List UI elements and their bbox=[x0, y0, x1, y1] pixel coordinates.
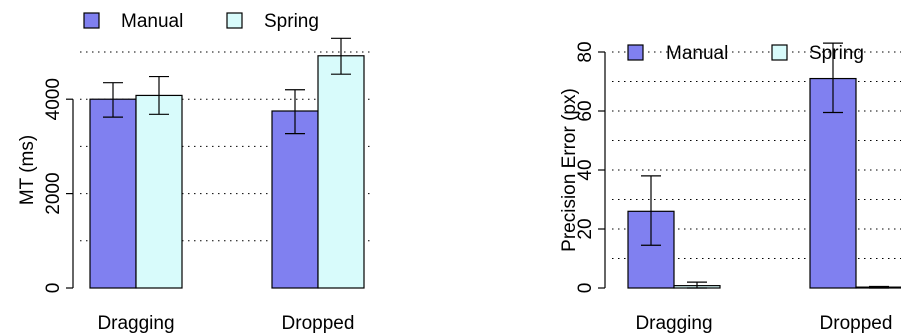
precision-legend-label-spring: Spring bbox=[809, 43, 864, 64]
mt-bar-spring-dragging bbox=[135, 94, 183, 289]
precision-chart-panel: 0 20 40 60 80 Precision Error (px) Dragging Dro… bbox=[559, 41, 901, 334]
mt-bar-manual-dragging bbox=[89, 98, 137, 289]
mt-legend-swatch-manual bbox=[83, 12, 100, 29]
mt-y-tick-label: 2000 bbox=[43, 172, 64, 214]
precision-y-tick-label: 0 bbox=[575, 283, 596, 294]
precision-bar-manual-dropped bbox=[809, 77, 857, 289]
mt-bar-manual-dropped bbox=[271, 110, 319, 289]
precision-y-tick-label: 80 bbox=[575, 41, 596, 62]
mt-legend-swatch-spring bbox=[226, 12, 243, 29]
mt-category-label: Dragging bbox=[97, 313, 174, 334]
mt-y-axis-title: MT (ms) bbox=[17, 135, 38, 205]
mt-y-tick-label: 4000 bbox=[43, 78, 64, 120]
precision-legend-swatch-spring bbox=[771, 44, 788, 61]
mt-bar-spring-dropped bbox=[317, 55, 365, 289]
precision-y-tick-label: 60 bbox=[575, 100, 596, 121]
precision-category-label: Dropped bbox=[820, 313, 893, 334]
precision-y-axis-title: Precision Error (px) bbox=[559, 88, 580, 252]
precision-legend-label-manual: Manual bbox=[666, 43, 728, 64]
precision-y-tick-label: 20 bbox=[575, 218, 596, 239]
mt-y-tick-label: 0 bbox=[43, 283, 64, 294]
mt-legend-label-manual: Manual bbox=[121, 11, 183, 32]
mt-legend-label-spring: Spring bbox=[264, 11, 319, 32]
precision-y-tick-label: 40 bbox=[575, 159, 596, 180]
precision-legend-swatch-manual bbox=[627, 44, 644, 61]
mt-category-label: Dropped bbox=[282, 313, 355, 334]
precision-category-label: Dragging bbox=[635, 313, 712, 334]
